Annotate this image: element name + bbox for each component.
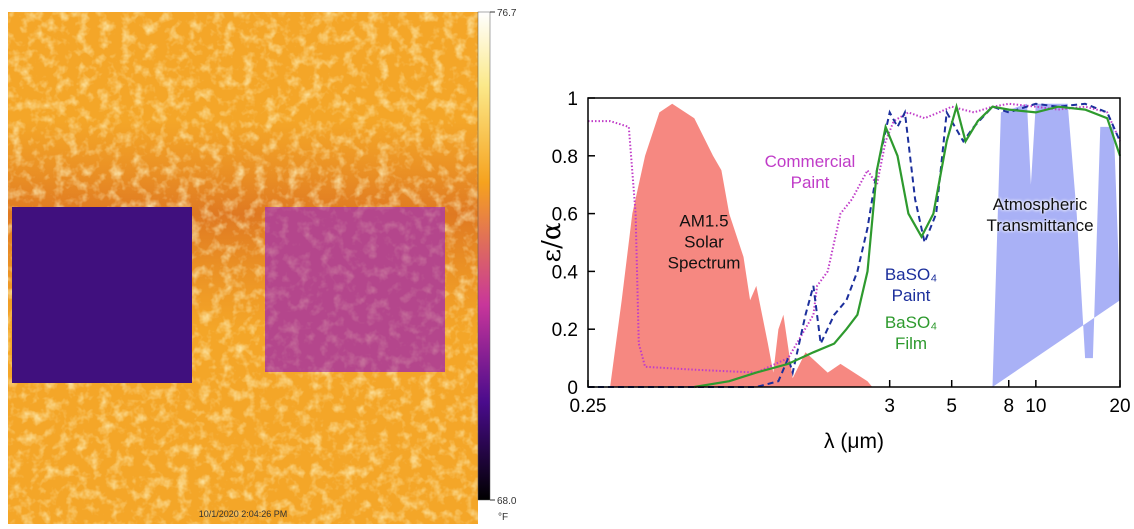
timestamp: 10/1/2020 2:04:26 PM xyxy=(199,509,288,519)
x-tick-label: 8 xyxy=(1003,396,1014,417)
x-axis-label: λ (μm) xyxy=(824,430,884,453)
y-axis-label: ε/α xyxy=(537,223,567,263)
series-label: BaSO₄ Paint xyxy=(884,265,938,305)
emissivity-line xyxy=(588,102,1121,374)
plot-frame xyxy=(587,97,1121,388)
thermal-image: 10/1/2020 2:04:26 PM °F xyxy=(8,11,508,524)
x-tick-label: 0.25 xyxy=(570,396,607,417)
y-tick-label: 0.2 xyxy=(552,320,578,341)
series-label: AM1.5 Solar Spectrum xyxy=(667,211,741,273)
y-tick-label: 0.6 xyxy=(552,205,578,226)
x-tick-label: 5 xyxy=(946,396,957,417)
y-tick-label: 0.4 xyxy=(552,262,579,283)
x-tick-label: 10 xyxy=(1025,396,1046,417)
x-tick-label: 20 xyxy=(1109,396,1130,417)
x-tick-label: 3 xyxy=(884,396,895,417)
spectrum-area xyxy=(610,103,873,388)
series-label: Commercial Paint xyxy=(764,152,856,192)
y-tick-label: 0 xyxy=(567,378,578,399)
colorbar-unit: °F xyxy=(498,512,508,523)
series-label: BaSO₄ Film xyxy=(884,313,938,353)
series-label: Atmospheric Transmittance xyxy=(986,195,1094,235)
sample-texture xyxy=(265,207,445,372)
colorbar xyxy=(477,11,491,501)
colorbar-tick-label: 76.7 xyxy=(497,8,517,19)
spectrum-area xyxy=(992,103,1120,388)
emissivity-line xyxy=(694,102,1122,389)
y-tick-label: 0.8 xyxy=(552,147,578,168)
y-tick-label: 1 xyxy=(567,89,578,110)
spectrum-chart: 0 0.2 0.4 0.6 0.8 1 0.25 3 5 8 10 20 λ (μm) ε/α xyxy=(537,89,1131,453)
sample-square xyxy=(12,207,192,383)
colorbar-tick-label: 68.0 xyxy=(497,496,517,507)
